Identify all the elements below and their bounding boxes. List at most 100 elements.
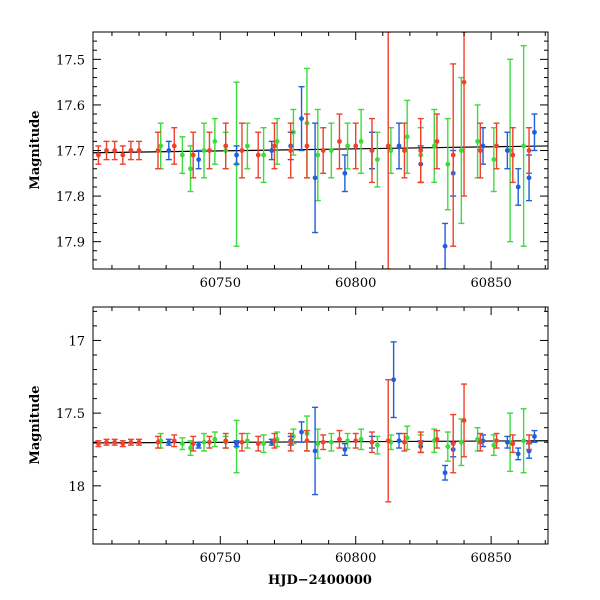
- data-point: [396, 438, 402, 444]
- data-point: [120, 441, 126, 447]
- data-point: [532, 434, 537, 439]
- data-point: [272, 438, 277, 444]
- data-point: [458, 148, 464, 153]
- data-point: [207, 439, 212, 445]
- data-point: [196, 157, 202, 163]
- x-axis-title: HJD−2400000: [268, 573, 372, 588]
- x-tick-label: 60750: [200, 551, 241, 566]
- data-point: [434, 436, 440, 442]
- data-point: [272, 143, 277, 149]
- y-tick-label: 17.5: [56, 53, 85, 68]
- data-point: [312, 175, 318, 181]
- data-point: [374, 157, 380, 163]
- data-point: [315, 152, 321, 158]
- data-point: [353, 143, 359, 149]
- y-tick-label: 18: [68, 480, 85, 495]
- data-point: [201, 148, 207, 153]
- data-point: [404, 435, 410, 441]
- top-panel-ticks: 60750 60800 60850 17.5 17.6 17.7 17.8 17.9: [56, 31, 548, 291]
- data-point: [353, 438, 359, 444]
- y-tick-label: 17.7: [56, 145, 85, 160]
- data-point: [402, 148, 407, 153]
- data-point: [374, 442, 380, 448]
- top-panel-y-axis-title: Magnitude: [28, 110, 43, 189]
- data-point: [328, 148, 334, 153]
- x-tick-label: 60850: [470, 551, 511, 566]
- data-point: [328, 439, 334, 445]
- data-point: [104, 148, 109, 153]
- data-point: [337, 138, 342, 144]
- data-point: [239, 148, 245, 153]
- data-point: [155, 439, 161, 445]
- data-point: [120, 152, 126, 158]
- data-point: [418, 148, 424, 153]
- data-point: [179, 152, 185, 158]
- data-point: [299, 429, 304, 435]
- data-point: [288, 148, 294, 153]
- data-point: [96, 152, 101, 158]
- data-point: [337, 436, 342, 442]
- data-point: [342, 447, 348, 452]
- bottom-panel-y-axis-title: Magnitude: [28, 385, 43, 464]
- y-tick-label: 17: [68, 334, 85, 349]
- data-point: [212, 138, 218, 144]
- data-point: [345, 438, 350, 444]
- x-tick-label: 60800: [335, 551, 376, 566]
- data-point: [510, 152, 516, 158]
- data-point: [477, 439, 483, 445]
- data-point: [345, 143, 350, 149]
- data-point: [445, 161, 451, 167]
- data-point: [515, 451, 521, 457]
- data-point: [385, 438, 391, 444]
- data-point: [207, 148, 212, 153]
- data-point: [491, 442, 497, 448]
- data-point: [434, 138, 440, 144]
- data-point: [320, 439, 326, 445]
- data-point: [188, 166, 193, 172]
- data-point: [190, 152, 196, 158]
- data-point: [358, 436, 364, 442]
- data-point: [212, 436, 218, 442]
- data-point: [442, 470, 448, 476]
- data-point: [234, 152, 239, 158]
- data-point: [136, 148, 142, 153]
- data-point: [526, 439, 532, 445]
- data-point: [304, 143, 310, 149]
- y-tick-label: 17.8: [56, 190, 85, 205]
- data-point: [255, 441, 261, 447]
- data-point: [442, 243, 448, 249]
- data-point: [404, 134, 410, 140]
- y-tick-label: 17.5: [56, 407, 85, 422]
- data-point: [515, 184, 521, 190]
- data-point: [269, 148, 275, 153]
- data-point: [458, 439, 464, 445]
- data-point: [388, 148, 394, 153]
- x-tick-label: 60750: [200, 276, 241, 291]
- data-point: [196, 442, 202, 448]
- data-point: [104, 439, 109, 445]
- y-tick-label: 17.6: [56, 99, 85, 114]
- data-point: [521, 143, 527, 149]
- data-point: [112, 439, 118, 445]
- data-point: [136, 439, 142, 445]
- data-point: [244, 143, 250, 149]
- data-point: [312, 448, 318, 454]
- data-point: [166, 439, 172, 445]
- data-point: [391, 377, 397, 383]
- data-point: [461, 418, 467, 423]
- data-point: [402, 439, 407, 445]
- data-point: [171, 143, 177, 149]
- data-point: [494, 438, 499, 444]
- data-point: [385, 143, 391, 149]
- data-point: [369, 439, 375, 445]
- data-point: [274, 138, 280, 144]
- data-point: [201, 439, 207, 445]
- bottom-lightcurve-panel: 60750 60800 60850 17 17.5 18 Magnitude HJD−24…: [28, 306, 549, 588]
- data-point: [234, 441, 239, 447]
- data-point: [158, 143, 164, 149]
- data-point: [166, 148, 172, 153]
- data-point: [244, 438, 250, 444]
- data-point: [255, 152, 261, 158]
- top-panel-marks: [93, 32, 548, 269]
